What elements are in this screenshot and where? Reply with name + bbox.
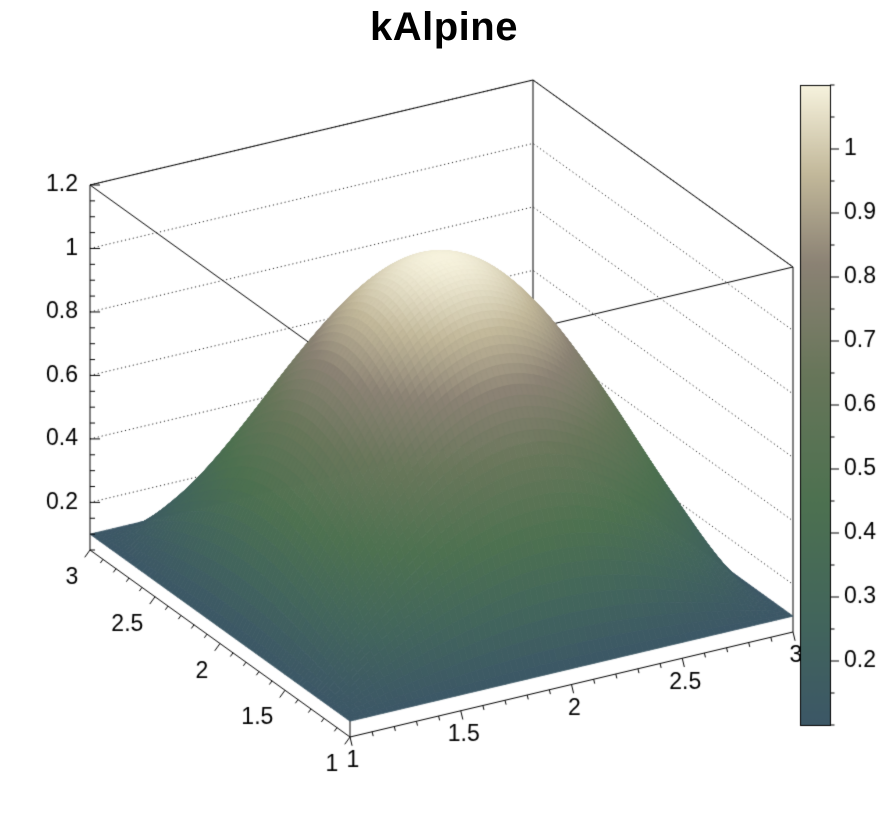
chart-title: kAlpine [370,5,518,49]
